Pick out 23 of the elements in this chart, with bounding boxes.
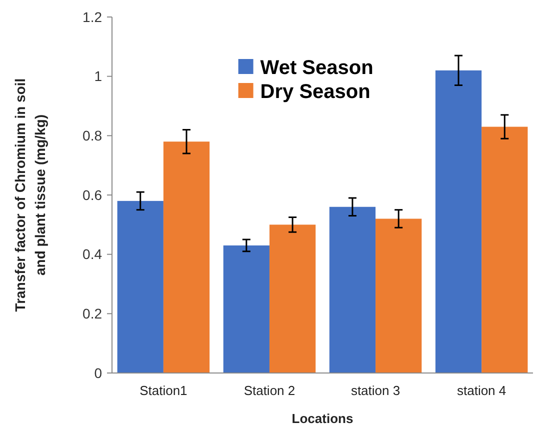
x-tick-label: station 4 xyxy=(456,383,506,398)
x-tick-label: Station 2 xyxy=(244,383,296,398)
bar xyxy=(435,70,482,373)
bar xyxy=(223,245,270,373)
y-axis-title: Transfer factor of Chromium in soil and plant tissue (mg/kg) xyxy=(12,78,48,312)
y-tick-label: 0 xyxy=(94,364,102,381)
bar xyxy=(329,206,376,373)
x-tick-label: Station1 xyxy=(140,383,188,398)
bar xyxy=(117,200,164,373)
y-tick-label: 0.2 xyxy=(82,306,102,322)
y-tick-label: 0.8 xyxy=(82,128,102,144)
y-tick-label: 1.2 xyxy=(82,8,102,25)
legend-label: Wet Season xyxy=(260,57,374,79)
bar xyxy=(376,218,422,373)
bar xyxy=(163,142,210,373)
y-tick-label: 1 xyxy=(94,68,102,84)
bar xyxy=(482,126,528,373)
bar xyxy=(269,224,316,373)
x-tick-label: station 3 xyxy=(350,383,400,398)
x-axis-title: Locations xyxy=(292,411,354,426)
legend-label: Dry Season xyxy=(260,81,370,103)
y-tick-label: 0.6 xyxy=(82,186,102,203)
y-tick-label: 0.4 xyxy=(82,246,102,262)
